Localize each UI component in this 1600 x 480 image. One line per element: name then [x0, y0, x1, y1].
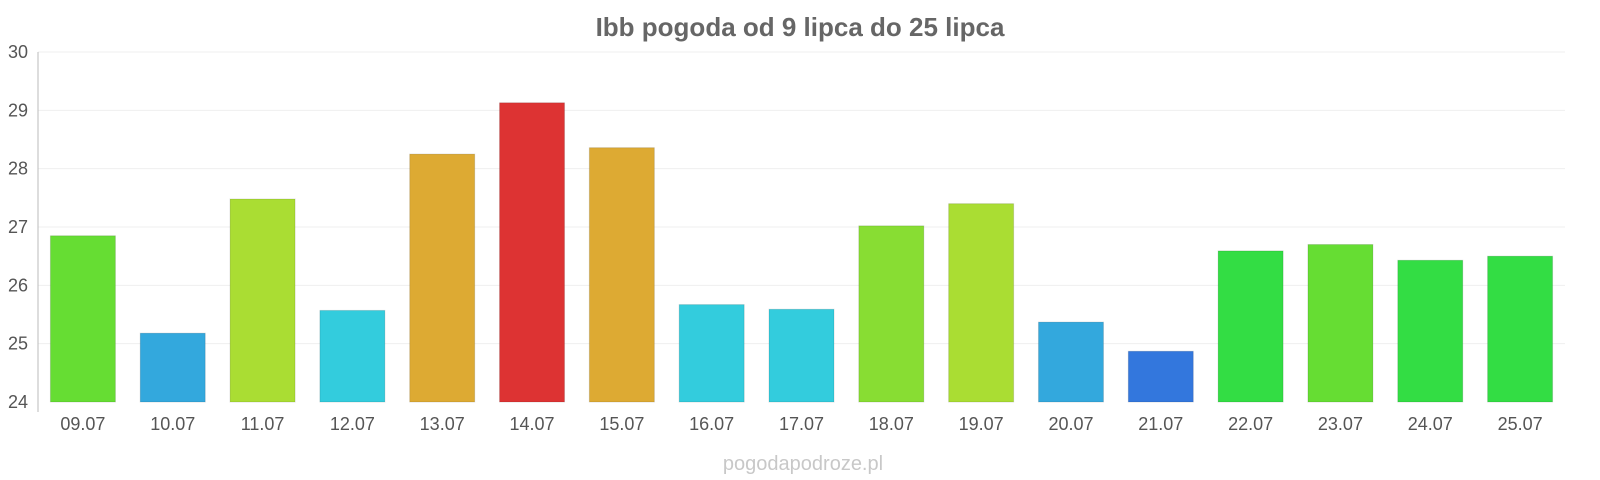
watermark-text: pogodapodroze.pl — [723, 453, 883, 475]
bar-16.07 — [678, 304, 745, 403]
bar-14.07 — [499, 102, 566, 403]
y-tick-label: 25 — [8, 334, 28, 354]
bar-09.07 — [49, 235, 116, 403]
x-tick-label: 19.07 — [959, 414, 1004, 434]
bars — [49, 102, 1554, 403]
x-tick-label: 24.07 — [1408, 414, 1453, 434]
x-tick-label: 16.07 — [689, 414, 734, 434]
y-axis: 24 25 26 27 28 29 30 — [8, 42, 39, 412]
y-tick-label: 27 — [8, 217, 28, 237]
y-tick-label: 24 — [8, 392, 28, 412]
y-tick-label: 29 — [8, 100, 28, 120]
bar-23.07 — [1307, 244, 1374, 403]
bar-22.07 — [1217, 250, 1284, 403]
bar-12.07 — [319, 309, 386, 403]
x-tick-label: 20.07 — [1048, 414, 1093, 434]
bar-17.07 — [768, 308, 835, 403]
bar-10.07 — [139, 332, 206, 403]
bar-20.07 — [1037, 321, 1104, 403]
x-tick-label: 25.07 — [1498, 414, 1543, 434]
x-axis: 09.07 10.07 11.07 12.07 13.07 14.07 15.07 16.07… — [60, 414, 1542, 434]
x-tick-label: 17.07 — [779, 414, 824, 434]
x-tick-label: 22.07 — [1228, 414, 1273, 434]
x-tick-label: 23.07 — [1318, 414, 1363, 434]
bar-18.07 — [858, 225, 925, 403]
x-tick-label: 15.07 — [599, 414, 644, 434]
y-tick-label: 28 — [8, 159, 28, 179]
bar-21.07 — [1127, 350, 1194, 403]
x-tick-label: 10.07 — [150, 414, 195, 434]
x-tick-label: 12.07 — [330, 414, 375, 434]
x-tick-label: 21.07 — [1138, 414, 1183, 434]
x-tick-label: 14.07 — [510, 414, 555, 434]
x-tick-label: 09.07 — [60, 414, 105, 434]
bar-19.07 — [948, 203, 1015, 403]
bar-11.07 — [229, 198, 296, 403]
x-tick-label: 11.07 — [241, 414, 285, 434]
x-tick-label: 18.07 — [869, 414, 914, 434]
bar-15.07 — [588, 147, 655, 403]
bar-24.07 — [1397, 259, 1464, 403]
y-tick-label: 26 — [8, 275, 28, 295]
bar-13.07 — [409, 153, 476, 403]
x-tick-label: 13.07 — [420, 414, 465, 434]
bar-25.07 — [1487, 255, 1554, 403]
chart-title: Ibb pogoda od 9 lipca do 25 lipca — [596, 12, 1005, 42]
y-tick-label: 30 — [8, 42, 28, 62]
